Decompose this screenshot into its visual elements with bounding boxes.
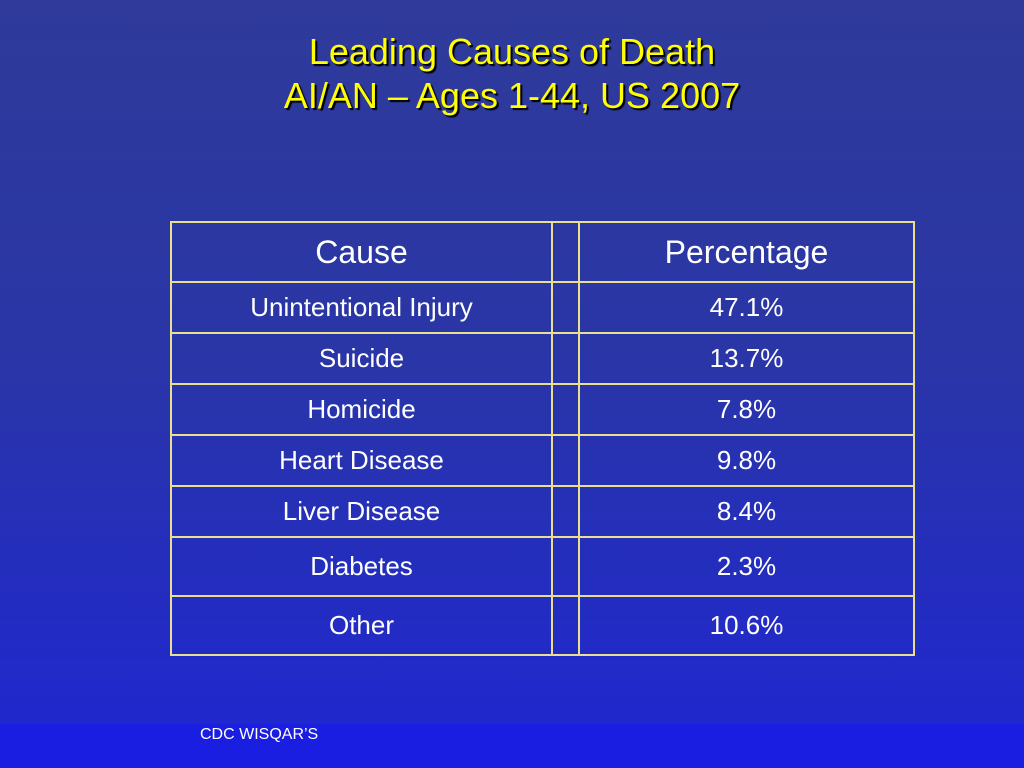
table-row: Unintentional Injury 47.1% (170, 281, 915, 334)
cause-cell: Unintentional Injury (170, 281, 553, 334)
percentage-cell: 13.7% (578, 332, 915, 385)
spacer-cell (551, 434, 580, 487)
cause-cell: Heart Disease (170, 434, 553, 487)
table-row: Diabetes 2.3% (170, 536, 915, 597)
percentage-cell: 7.8% (578, 383, 915, 436)
spacer-cell (551, 332, 580, 385)
percentage-cell: 10.6% (578, 595, 915, 656)
cause-cell: Diabetes (170, 536, 553, 597)
header-spacer (551, 221, 580, 283)
slide-title: Leading Causes of Death AI/AN – Ages 1-4… (0, 30, 1024, 118)
table-row: Other 10.6% (170, 595, 915, 656)
cause-cell: Homicide (170, 383, 553, 436)
table-row: Homicide 7.8% (170, 383, 915, 436)
cause-cell: Liver Disease (170, 485, 553, 538)
header-cause: Cause (170, 221, 553, 283)
percentage-cell: 8.4% (578, 485, 915, 538)
spacer-cell (551, 595, 580, 656)
percentage-cell: 2.3% (578, 536, 915, 597)
footer-source: CDC WISQAR’S (200, 726, 319, 743)
slide-title-line-2: AI/AN – Ages 1-44, US 2007 (283, 75, 741, 116)
table-row: Liver Disease 8.4% (170, 485, 915, 538)
slide-title-line-1: Leading Causes of Death (308, 31, 716, 72)
percentage-cell: 9.8% (578, 434, 915, 487)
table-row: Suicide 13.7% (170, 332, 915, 385)
table-row: Heart Disease 9.8% (170, 434, 915, 487)
percentage-cell: 47.1% (578, 281, 915, 334)
spacer-cell (551, 536, 580, 597)
cause-cell: Suicide (170, 332, 553, 385)
causes-table: Cause Percentage Unintentional Injury 47… (170, 221, 915, 656)
header-percentage: Percentage (578, 221, 915, 283)
spacer-cell (551, 383, 580, 436)
cause-cell: Other (170, 595, 553, 656)
spacer-cell (551, 281, 580, 334)
table-header-row: Cause Percentage (170, 221, 915, 283)
footer-band (0, 724, 1024, 768)
spacer-cell (551, 485, 580, 538)
